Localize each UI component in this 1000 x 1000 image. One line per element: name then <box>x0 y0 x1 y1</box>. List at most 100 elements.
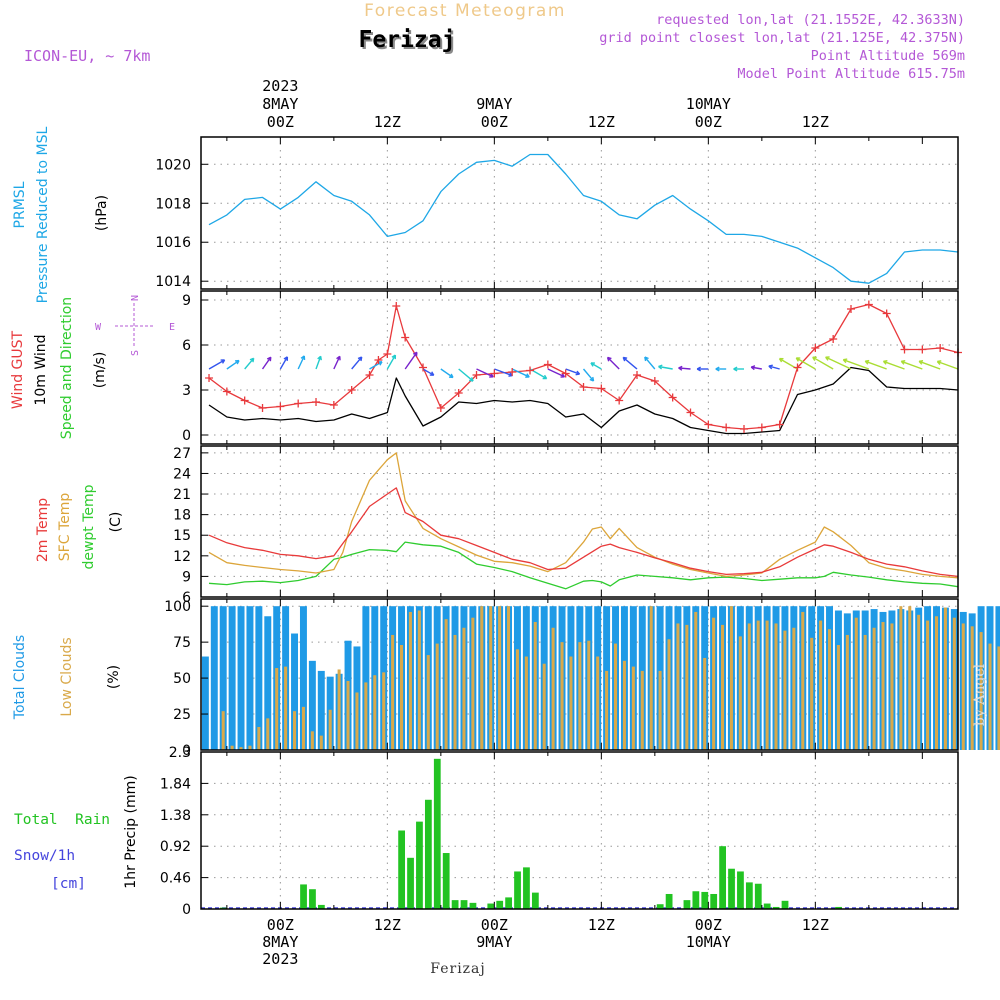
y-tick-label: 0.46 <box>160 871 191 887</box>
precip-bars <box>201 758 958 909</box>
low-cloud-bar <box>747 623 751 750</box>
wind-vector <box>351 356 363 370</box>
y-tick-label: 100 <box>164 599 191 615</box>
low-clouds-label: Low Clouds <box>59 637 75 716</box>
x-tick-label-bottom: 12Z <box>588 916 615 934</box>
low-cloud-bar <box>596 656 600 750</box>
wind-vector <box>825 356 852 370</box>
wind-vectors <box>208 351 959 382</box>
wind-vector <box>901 360 923 370</box>
wind-vector <box>261 356 272 370</box>
gust-marker <box>205 374 214 382</box>
rain-bar <box>460 900 468 909</box>
low-cloud-bar <box>890 623 894 750</box>
low-cloud-bar <box>355 692 359 750</box>
rain-bar <box>692 891 700 909</box>
low-cloud-bar <box>248 745 252 750</box>
wind-speed-dir-label: Speed and Direction <box>59 297 75 439</box>
total-cloud-bar <box>317 670 325 750</box>
gust-marker <box>222 387 231 396</box>
rain-bar <box>754 883 762 909</box>
low-cloud-bar <box>337 669 341 750</box>
wind-vector <box>279 356 288 370</box>
rain-bar <box>737 871 744 909</box>
low-cloud-bar <box>640 670 644 750</box>
total-cloud-bar <box>308 660 316 750</box>
rain-bar <box>514 871 521 909</box>
low-cloud-bar <box>774 623 778 750</box>
wind-vector <box>658 365 673 370</box>
gust-marker <box>811 344 820 352</box>
wind-vector-head <box>220 359 226 364</box>
temp-unit: (C) <box>108 512 124 533</box>
gust-markers <box>205 300 962 433</box>
low-cloud-bar <box>551 627 555 750</box>
low-cloud-bar <box>934 616 939 750</box>
wind-vector-head <box>575 370 581 376</box>
low-cloud-bar <box>587 640 591 750</box>
t2m-line <box>208 487 959 578</box>
precip-axis-label: 1hr Precip (mm) <box>123 775 139 888</box>
low-cloud-bar <box>729 606 733 750</box>
wind-vector <box>226 359 240 370</box>
x-tick-label-top: 00Z <box>481 113 508 131</box>
gust-marker <box>722 423 731 432</box>
gust-marker <box>383 350 392 358</box>
x-tick-label-top: 12Z <box>374 113 401 131</box>
low-cloud-bar <box>952 617 956 750</box>
wind-vector <box>494 368 513 377</box>
gust-marker <box>472 371 481 379</box>
wind-vector <box>937 360 959 370</box>
y-tick-label: 12 <box>173 549 191 565</box>
total-cloud-bar <box>219 606 227 750</box>
gust-marker <box>579 383 588 391</box>
gust-marker <box>882 309 891 318</box>
rain-bar <box>710 893 718 909</box>
compass-s: S <box>130 350 141 356</box>
gust-marker <box>392 302 401 310</box>
wind-vector <box>297 355 305 370</box>
gust-marker <box>365 371 374 379</box>
low-cloud-bar <box>765 620 769 750</box>
low-cloud-bar <box>614 643 618 750</box>
wind-vector-head <box>606 356 612 362</box>
low-cloud-bar <box>400 645 404 750</box>
wind-vector-head <box>234 359 240 365</box>
wind-vector-head <box>768 364 773 370</box>
rain-bar <box>523 867 530 909</box>
low-cloud-bar <box>391 634 395 750</box>
total-cloud-bar <box>291 633 299 750</box>
low-cloud-bar <box>810 637 814 750</box>
rain-bar <box>398 830 406 909</box>
low-cloud-bar <box>872 627 876 750</box>
low-cloud-bar <box>319 735 323 750</box>
gust-marker <box>918 345 927 354</box>
grid-point-coords: grid point closest lon,lat (21.125E, 42.… <box>599 30 965 46</box>
panel-frame-wind <box>200 290 959 445</box>
y-tick-label: 6 <box>182 590 191 606</box>
wind-vector-head <box>936 360 942 365</box>
low-cloud-bar <box>382 672 386 750</box>
low-cloud-bar <box>783 630 787 750</box>
total-cloud-bar <box>210 606 218 750</box>
gust-marker <box>490 369 499 378</box>
gust-marker <box>704 420 713 429</box>
wind-vector-head <box>825 356 830 361</box>
low-cloud-bar <box>694 611 698 750</box>
wind-vector-head <box>778 357 784 363</box>
y-tick-label: 3 <box>182 383 191 399</box>
gust-marker <box>615 396 624 405</box>
y-tick-label: 1020 <box>155 157 191 173</box>
low-cloud-bar <box>631 666 635 750</box>
low-cloud-bar <box>498 606 502 750</box>
model-label: ICON-EU, ~ 7km <box>24 47 150 65</box>
total-cloud-bar <box>264 616 272 750</box>
y-tick-label: 27 <box>173 446 191 462</box>
gust-marker <box>508 368 517 376</box>
sfc-temp-line <box>208 452 959 579</box>
wind-vector <box>386 354 396 370</box>
wind-vector-head <box>412 351 418 357</box>
pressure-unit: (hPa) <box>94 195 110 231</box>
